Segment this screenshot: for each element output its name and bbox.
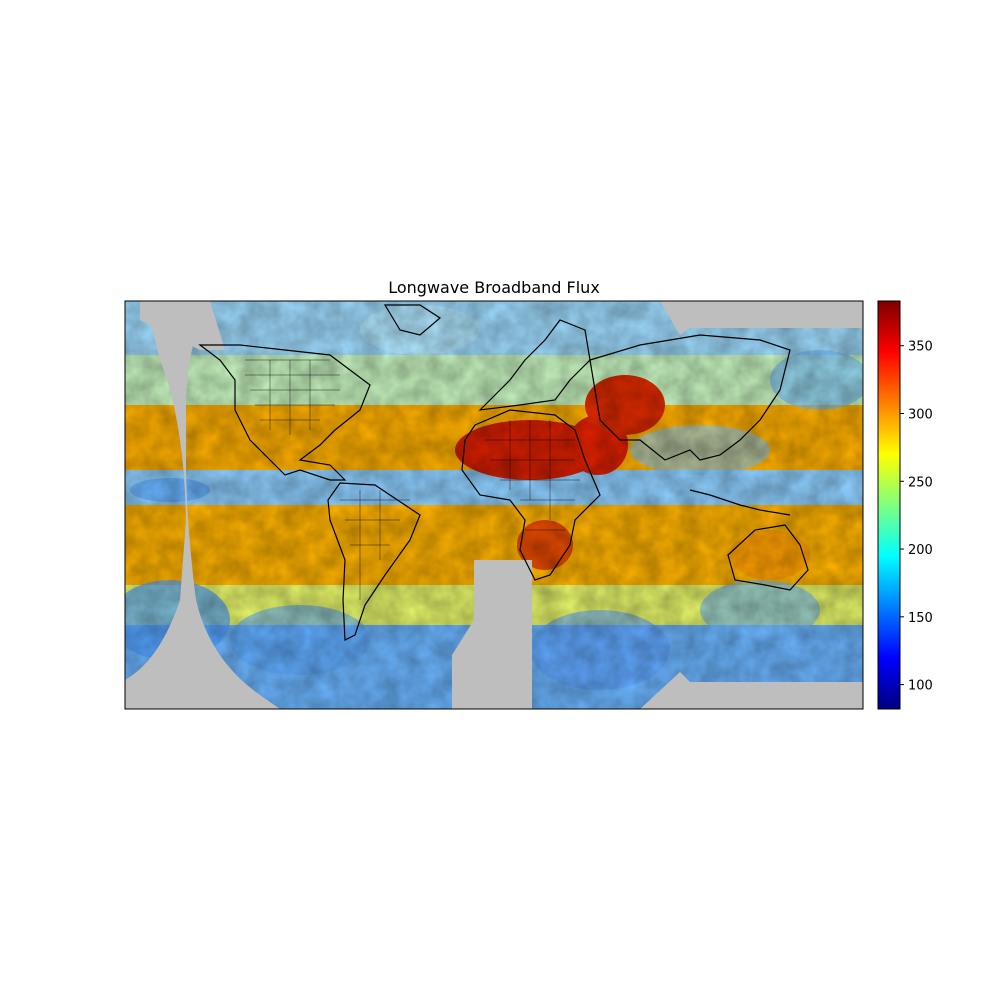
colorbar-tick-label: 200 — [908, 543, 933, 558]
no-data-regions — [125, 301, 863, 709]
colorbar-tick-label: 300 — [908, 408, 933, 423]
colorbar-tick-label: 100 — [908, 679, 933, 694]
no-data-pacific-gap — [125, 301, 280, 709]
chart-title: Longwave Broadband Flux — [388, 278, 600, 297]
no-data-south-east — [640, 672, 863, 709]
south-america-borders — [340, 490, 410, 600]
africa-borders — [485, 420, 580, 531]
no-data-east-arctic — [660, 301, 863, 335]
map-axes-frame — [124, 300, 864, 710]
north-america-coastline — [198, 344, 371, 481]
europe-coastline — [478, 319, 591, 411]
colorbar: 100 150 200 250 300 350 — [877, 300, 933, 710]
south-america-coastline — [327, 482, 421, 641]
colorbar-tick-label: 350 — [908, 340, 933, 355]
colorbar-tick-label: 250 — [908, 475, 933, 490]
no-data-northwest-land — [140, 301, 225, 350]
colorbar-gradient — [877, 300, 901, 710]
indonesia-coastline — [689, 489, 791, 516]
africa-coastline — [461, 409, 601, 581]
borders — [245, 359, 580, 600]
colorbar-ticks: 100 150 200 250 300 350 — [900, 340, 933, 694]
no-data-atlantic-south — [452, 560, 532, 709]
asia-coastline — [589, 334, 791, 461]
colorbar-tick-label: 150 — [908, 611, 933, 626]
coastlines — [198, 304, 809, 641]
us-state-borders — [245, 359, 340, 435]
greenland-coastline — [383, 304, 442, 336]
australia-coastline — [727, 524, 809, 591]
map-field — [125, 301, 863, 709]
